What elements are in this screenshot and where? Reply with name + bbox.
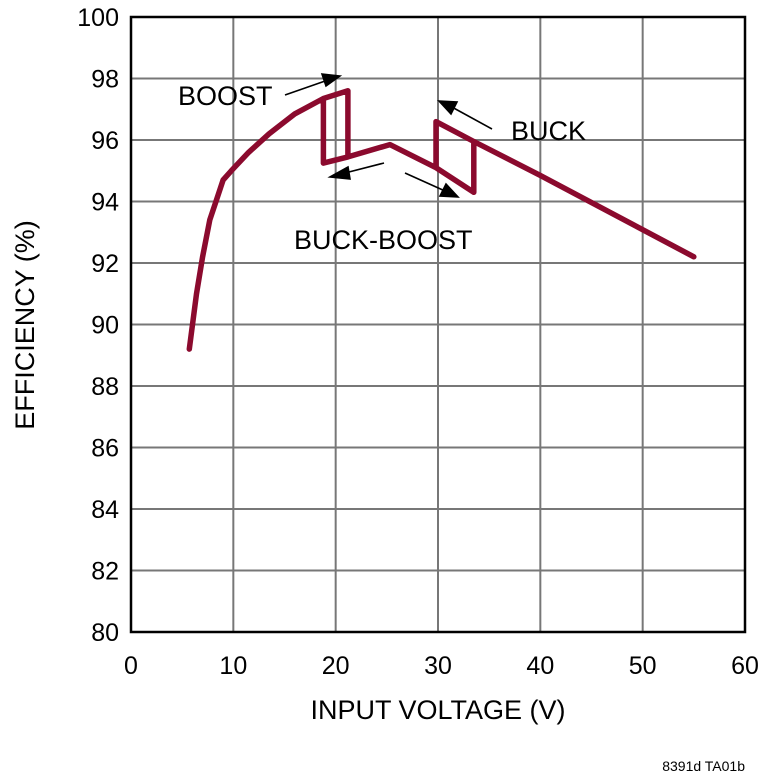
annotation-buck-boost: BUCK-BOOST <box>294 225 473 255</box>
buck-boost-left-arrow <box>344 162 385 174</box>
y-tick-label: 86 <box>91 435 119 463</box>
buck-boost-right-arrow <box>404 172 446 192</box>
y-axis-label: EFFICIENCY (%) <box>10 220 40 430</box>
y-tick-label: 90 <box>91 312 119 340</box>
x-tick-labels: 0 10 20 30 40 50 60 <box>124 652 759 680</box>
buck-boost-right-arrowhead <box>438 182 460 198</box>
annotation-boost: BOOST <box>178 81 273 111</box>
y-tick-label: 84 <box>91 496 119 524</box>
buck-arrowhead <box>437 100 459 116</box>
boost-arrow <box>284 79 329 96</box>
x-tick-label: 10 <box>219 652 247 680</box>
y-tick-label: 96 <box>91 127 119 155</box>
buck-boost-left-arrowhead <box>327 165 351 180</box>
y-tick-label: 88 <box>91 373 119 401</box>
y-tick-labels: 80 82 84 86 88 90 92 94 96 98 100 <box>77 4 119 647</box>
y-tick-label: 92 <box>91 250 119 278</box>
y-tick-label: 100 <box>77 4 119 32</box>
y-tick-label: 94 <box>91 189 119 217</box>
y-tick-label: 82 <box>91 558 119 586</box>
x-tick-label: 60 <box>731 652 759 680</box>
annotation-arrows <box>284 73 493 198</box>
x-axis-label: INPUT VOLTAGE (V) <box>310 695 565 725</box>
efficiency-curve <box>186 88 697 352</box>
annotation-buck: BUCK <box>511 116 586 146</box>
x-tick-label: 30 <box>424 652 452 680</box>
y-tick-label: 80 <box>91 619 119 647</box>
x-tick-label: 40 <box>526 652 554 680</box>
x-tick-label: 50 <box>629 652 657 680</box>
buck-arrow <box>449 105 493 130</box>
boost-arrowhead <box>320 73 343 88</box>
x-tick-label: 20 <box>322 652 350 680</box>
y-tick-label: 98 <box>91 66 119 94</box>
plot-frame <box>129 15 747 634</box>
x-tick-label: 0 <box>124 652 138 680</box>
footnote: 8391d TA01b <box>662 758 745 774</box>
